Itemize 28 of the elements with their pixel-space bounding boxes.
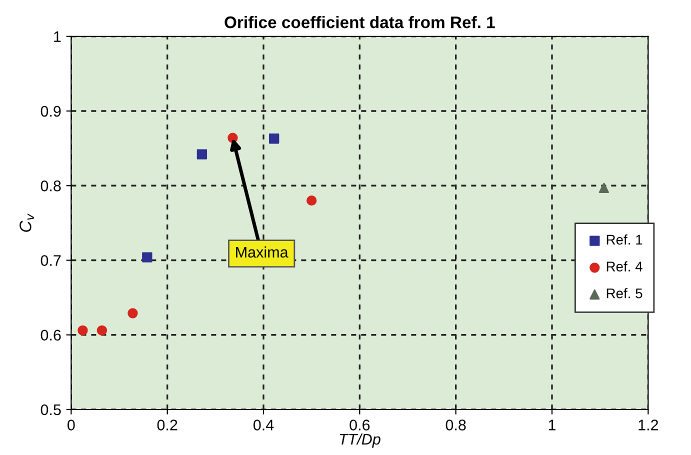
y-tick-label: 0.7: [40, 255, 61, 266]
point: [598, 182, 610, 193]
y-tick-label: 0.6: [40, 330, 61, 341]
point: [142, 252, 152, 262]
x-axis-title: TT/Dp: [340, 433, 380, 448]
x-tick-label: 1.2: [638, 420, 658, 430]
y-tick-label: 0.9: [40, 106, 61, 117]
x-tick-label: 0.4: [253, 420, 274, 430]
x-tick-label: 1: [548, 420, 556, 430]
point: [96, 325, 108, 336]
legend-label: Ref. 4: [606, 261, 642, 272]
point: [78, 325, 88, 336]
chart-title: Orifice coefficient data from Ref. 1: [224, 16, 495, 28]
y-tick-label: 0.5: [40, 404, 61, 416]
x-tick-label: 0.2: [157, 420, 178, 430]
legend-label: Ref. 1: [606, 234, 642, 245]
x-tick-label: 0.6: [350, 420, 370, 430]
y-tick-label: 1: [54, 31, 61, 42]
x-tick-label: 0.8: [446, 420, 466, 430]
point: [196, 149, 208, 160]
point: [128, 308, 138, 318]
y-tick-label: 0.8: [40, 180, 61, 192]
legend-label: Ref. 5: [606, 288, 642, 298]
y-axis-title: C$_{v}$: [20, 214, 34, 232]
x-tick-label: 0: [68, 420, 75, 430]
annotation: Maxima: [236, 246, 288, 258]
point: [306, 195, 317, 206]
point: [268, 134, 280, 144]
